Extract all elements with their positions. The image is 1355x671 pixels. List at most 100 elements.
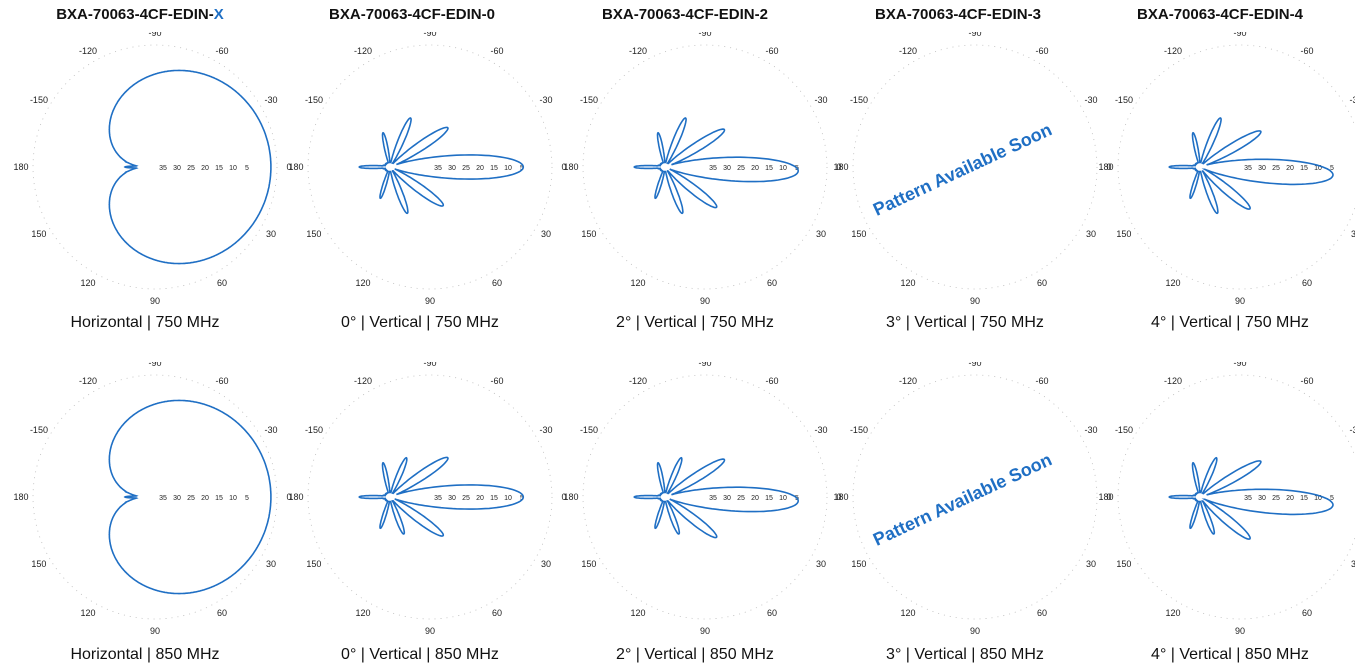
polar-plot-0-4: 0 -30 -60 -90 -120 -150 180 150 120 90 60 30 35 30 25 2…: [1090, 32, 1355, 322]
radial-label: 35: [1244, 495, 1252, 502]
angle-label: 120: [355, 278, 370, 288]
radial-label: 30: [723, 495, 731, 502]
angle-label: -30: [815, 425, 828, 435]
angle-label: -90: [423, 362, 436, 368]
radial-label: 10: [1314, 495, 1322, 502]
radial-label: 5: [245, 165, 249, 172]
angle-label: 150: [306, 229, 321, 239]
angle-label: 120: [1165, 608, 1180, 618]
angle-label: -150: [30, 95, 48, 105]
angle-label: -150: [580, 95, 598, 105]
angle-label: 150: [306, 559, 321, 569]
radial-label: 30: [173, 165, 181, 172]
angle-label: 30: [1086, 559, 1096, 569]
angle-label: -90: [698, 32, 711, 38]
angle-label: -60: [1035, 376, 1048, 386]
angle-label: 90: [970, 296, 980, 306]
angle-label: 120: [630, 278, 645, 288]
angle-label: -90: [148, 362, 161, 368]
angle-label: -120: [354, 46, 372, 56]
pattern-available-soon-text: Pattern Available Soon: [870, 449, 1055, 549]
plot-caption-0-3: 3° | Vertical | 750 MHz: [886, 314, 1044, 331]
angle-label: -30: [540, 425, 553, 435]
column-title-3-main: BXA-70063-4CF-EDIN-3: [875, 6, 1041, 23]
angle-label: -90: [148, 32, 161, 38]
angle-label: 90: [1235, 626, 1245, 636]
radial-label: 10: [779, 495, 787, 502]
angle-label: -60: [490, 376, 503, 386]
angle-label: 120: [630, 608, 645, 618]
angle-label: 60: [492, 278, 502, 288]
radial-label: 15: [1300, 495, 1308, 502]
column-title-x: BXA-70063-4CF-EDIN-X: [10, 6, 270, 28]
radial-label: 30: [448, 165, 456, 172]
angle-label: 30: [541, 559, 551, 569]
angle-label: 90: [150, 626, 160, 636]
angle-label: 90: [425, 296, 435, 306]
plot-caption-1-0: Horizontal | 850 MHz: [70, 646, 220, 663]
angle-label: 60: [217, 278, 227, 288]
angle-label: 150: [581, 229, 596, 239]
polar-plot-1-3: 0 -30 -60 -90 -120 -150 180 150 120 90 60 30 Pattern…: [825, 362, 1125, 652]
angle-label: 90: [425, 626, 435, 636]
angle-label: -120: [79, 46, 97, 56]
plot-caption-0-0: Horizontal | 750 MHz: [70, 314, 220, 331]
angle-label: 30: [1351, 559, 1355, 569]
angle-label: 150: [581, 559, 596, 569]
radial-label: 35: [1244, 165, 1252, 172]
radial-label: 20: [1286, 495, 1294, 502]
polar-outer-ring: [582, 44, 828, 290]
angle-label: 90: [1235, 296, 1245, 306]
radial-label: 20: [751, 495, 759, 502]
angle-label: -90: [698, 362, 711, 368]
angle-label: 0: [286, 162, 291, 172]
radial-label: 25: [187, 495, 195, 502]
angle-label: 30: [1351, 229, 1355, 239]
angle-label: 60: [1302, 278, 1312, 288]
column-title-2: BXA-70063-4CF-EDIN-2: [555, 6, 815, 28]
angle-label: 30: [1086, 229, 1096, 239]
radial-label: 35: [709, 165, 717, 172]
angle-label: -30: [815, 95, 828, 105]
angle-label: 150: [851, 229, 866, 239]
angle-label: -30: [1350, 425, 1355, 435]
angle-label: -60: [490, 46, 503, 56]
radial-label: 35: [434, 495, 442, 502]
radial-label: 35: [434, 165, 442, 172]
angle-label: 30: [541, 229, 551, 239]
angle-label: -30: [1085, 425, 1098, 435]
radial-label: 20: [201, 165, 209, 172]
radial-label: 10: [504, 495, 512, 502]
angle-label: 120: [900, 278, 915, 288]
radial-label: 20: [201, 495, 209, 502]
angle-label: -60: [1300, 46, 1313, 56]
angle-label: -120: [354, 376, 372, 386]
radial-label: 10: [779, 165, 787, 172]
polar-plot-0-3: 0 -30 -60 -90 -120 -150 180 150 120 90 60 30 Pattern…: [825, 32, 1125, 322]
polar-plot-1-2: 0 -30 -60 -90 -120 -150 180 150 120 90 60 30 35 30 25 2…: [555, 362, 855, 652]
angle-label: 0: [561, 492, 566, 502]
plot-caption-1-4: 4° | Vertical | 850 MHz: [1151, 646, 1309, 663]
radial-label: 30: [448, 495, 456, 502]
polar-plot-0-1: 0 -30 -60 -90 -120 -150 180 150 120 90 60 30 35 30 25 2…: [280, 32, 580, 322]
radial-label: 25: [737, 165, 745, 172]
radial-label: 5: [1330, 495, 1334, 502]
radial-label: 25: [737, 495, 745, 502]
angle-label: 0: [1106, 162, 1111, 172]
column-title-4-main: BXA-70063-4CF-EDIN-4: [1137, 6, 1303, 23]
angle-label: 60: [1037, 608, 1047, 618]
plot-caption-1-2: 2° | Vertical | 850 MHz: [616, 646, 774, 663]
angle-label: -150: [850, 95, 868, 105]
radiation-pattern-trace: [108, 69, 272, 265]
angle-label: 180: [13, 162, 28, 172]
angle-label: -150: [30, 425, 48, 435]
angle-label: -60: [215, 376, 228, 386]
column-title-x-suffix: X: [213, 6, 224, 23]
column-title-4: BXA-70063-4CF-EDIN-4: [1090, 6, 1350, 28]
radial-label: 20: [751, 165, 759, 172]
polar-outer-ring: [852, 374, 1098, 620]
